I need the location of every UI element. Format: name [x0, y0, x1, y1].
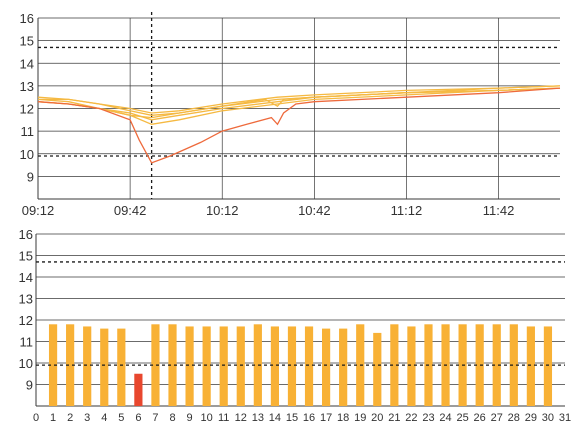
bar-chart-y-tick-label: 11 [20, 335, 34, 350]
bar-chart-x-tick-label: 2 [67, 412, 73, 424]
line-chart-y-tick-label: 13 [20, 79, 34, 94]
bar-chart-bar [526, 326, 535, 406]
line-chart-series-line [37, 87, 561, 119]
bar-chart-bar [543, 326, 553, 406]
bar-chart-y-tick-label: 12 [19, 313, 33, 328]
bar-chart-bar [287, 326, 297, 406]
bar-chart-x-tick-label: 1 [50, 412, 56, 424]
bar-chart-y-tick-label: 15 [19, 249, 33, 264]
bar-chart-bar [48, 324, 58, 406]
bar-chart-x-tick-label: 9 [187, 412, 193, 424]
bar-chart-bar [339, 328, 348, 406]
bar-chart-x-tick-label: 5 [118, 412, 124, 424]
line-chart-series-line [38, 85, 561, 114]
bar-chart-x-tick-label: 13 [252, 412, 264, 424]
bar-chart-bar-alert [134, 373, 143, 406]
bar-chart-x-tick-label: 20 [371, 412, 383, 424]
bar-chart-bar [253, 324, 262, 406]
bar-chart-bar [492, 324, 501, 406]
bar-chart-bar [185, 326, 194, 406]
line-chart-y-tick-label: 14 [20, 56, 34, 71]
bar-chart-x-tick-label: 6 [135, 412, 141, 424]
bar-chart-y-tick-label: 9 [26, 378, 33, 393]
bar-chart-y-tick-label: 13 [19, 292, 33, 307]
bar-chart-x-tick-label: 25 [456, 412, 468, 424]
bar-chart-x-tick-label: 24 [439, 412, 451, 424]
bar-chart-x-tick-label: 10 [201, 412, 213, 424]
line-chart-x-tick-label: 09:42 [114, 203, 147, 218]
bar-chart-x-tick-label: 18 [337, 412, 349, 424]
bar-chart-bar [83, 326, 92, 406]
bar-chart-bar [219, 326, 228, 406]
bar-chart-x-tick-label: 0 [33, 412, 39, 424]
bar-chart-x-tick-label: 28 [508, 412, 520, 424]
bar-chart-x-tick-label: 29 [525, 412, 537, 424]
bar-chart-x-tick-label: 4 [101, 412, 107, 424]
line-chart-y-tick-label: 10 [20, 147, 34, 162]
bar-chart-bar [509, 324, 518, 406]
bar-chart-x-tick-label: 22 [405, 412, 417, 424]
bar-chart-x-tick-label: 11 [218, 412, 229, 424]
bar-chart-x-tick-label: 19 [354, 412, 366, 424]
line-chart-x-tick-label: 09:12 [22, 203, 55, 218]
line-chart-y-tick-label: 11 [21, 124, 35, 139]
bar-chart-y-tick-label: 16 [19, 227, 33, 242]
bar-chart-x-tick-label: 30 [542, 412, 554, 424]
bar-chart-y-tick-label: 14 [19, 270, 33, 285]
bar-chart-x-tick-label: 16 [303, 412, 315, 424]
bar-chart-x-tick-label: 15 [286, 412, 298, 424]
bar-chart-bar [304, 326, 314, 406]
bar-chart-bar [151, 324, 160, 406]
line-chart-x-tick-label: 11:42 [483, 203, 515, 218]
line-chart-y-tick-label: 9 [27, 169, 34, 184]
bar-chart-x-tick-label: 26 [474, 412, 486, 424]
bar-chart-bar [373, 332, 382, 406]
bar-chart-x-tick-label: 12 [235, 412, 247, 424]
bar-chart-x-tick-label: 21 [388, 412, 400, 424]
bar-chart-bar [168, 324, 177, 406]
bar-chart-y-tick-label: 10 [19, 356, 33, 371]
line-chart-y-tick-label: 16 [20, 11, 34, 26]
bar-chart-bar [475, 324, 484, 406]
bar-chart-bar [236, 326, 245, 406]
bar-chart-x-tick-label: 8 [169, 412, 175, 424]
line-chart-series-line [37, 87, 561, 164]
bar-chart-bar [322, 328, 331, 406]
bar-chart-bar [66, 324, 75, 406]
bar-chart-x-tick-label: 7 [152, 412, 158, 424]
bar-chart-x-tick-label: 31 [559, 412, 571, 424]
line-chart-y-tick-label: 15 [20, 34, 34, 49]
bar-chart-bar [100, 328, 109, 406]
bar-chart-x-tick-label: 17 [320, 412, 332, 424]
line-chart-x-tick-label: 11:12 [391, 203, 423, 218]
bar-chart-bar [202, 326, 211, 406]
line-chart-x-tick-label: 10:42 [298, 203, 331, 218]
bar-chart-x-tick-label: 3 [84, 412, 90, 424]
bar-chart-bar [117, 328, 126, 406]
bar-chart-bar [390, 324, 399, 406]
bar-chart-bar [407, 326, 416, 406]
bar-chart-x-tick-label: 23 [422, 412, 434, 424]
line-chart-x-tick-label: 10:12 [206, 203, 239, 218]
bar-chart-bar [270, 326, 279, 406]
line-chart-y-tick-label: 12 [20, 102, 34, 117]
line-chart: 9 10 11 12 13 14 15 16 09:12 09:42 10:12 10:42 11:12… [20, 11, 561, 218]
bar-chart-x-tick-label: 14 [269, 412, 281, 424]
bar-chart-x-tick-label: 27 [491, 412, 503, 424]
